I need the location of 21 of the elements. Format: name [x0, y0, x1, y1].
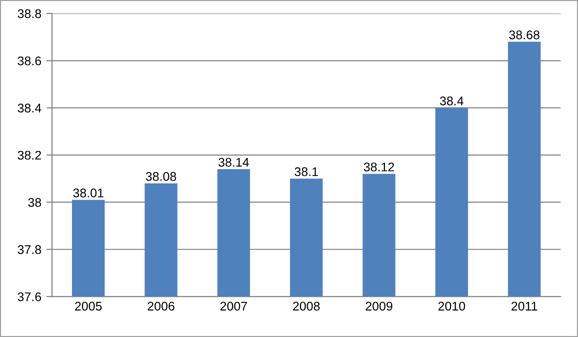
data-label: 38.14 [218, 158, 249, 167]
data-label: 38.08 [146, 172, 176, 181]
data-label: 38.4 [440, 96, 464, 106]
y-tick-label: 37.6 [18, 292, 42, 302]
y-tick-label: 37.8 [18, 245, 42, 254]
y-tick-label: 38.4 [18, 104, 42, 112]
data-label: 38.01 [73, 188, 104, 198]
y-tick-label: 38 [28, 198, 42, 207]
data-label: 38.1 [294, 167, 318, 176]
x-tick-label: 2005 [75, 302, 102, 311]
y-tick-label: 38.2 [18, 150, 41, 160]
x-tick-label: 2009 [366, 302, 392, 311]
x-tick-label: 2011 [512, 302, 538, 311]
data-label: 38.12 [364, 162, 394, 172]
y-tick-label: 38.8 [18, 9, 42, 18]
y-tick-label: 38.6 [18, 56, 42, 66]
x-tick-label: 2008 [293, 302, 320, 311]
data-label: 38.68 [509, 30, 540, 40]
x-tick-label: 2010 [438, 302, 466, 311]
x-tick-label: 2006 [148, 302, 174, 311]
x-tick-label: 2007 [220, 302, 247, 311]
